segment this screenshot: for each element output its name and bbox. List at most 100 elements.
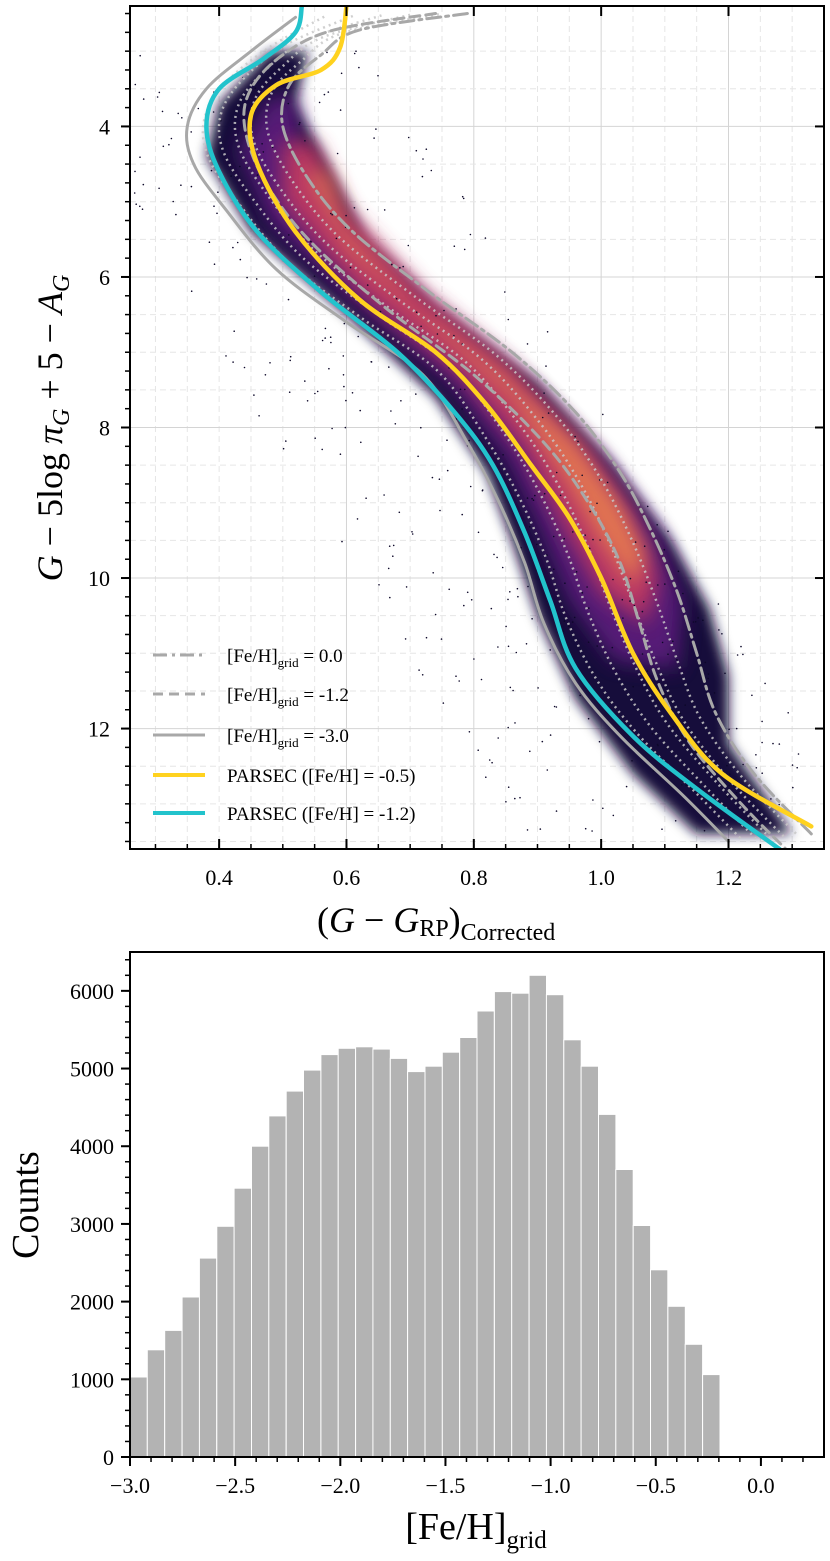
hist-bar bbox=[389, 1057, 409, 1457]
hist-bar bbox=[545, 994, 565, 1457]
scatter-point bbox=[373, 137, 375, 139]
scatter-point bbox=[190, 290, 193, 293]
scatter-point bbox=[724, 672, 726, 675]
scatter-point bbox=[634, 541, 637, 543]
scatter-point bbox=[463, 604, 465, 607]
scatter-point bbox=[536, 543, 538, 546]
legend-label-main: [Fe/H] bbox=[227, 685, 278, 706]
cmd-xlabel: (G − GRP)Corrected bbox=[317, 900, 555, 946]
scatter-point bbox=[742, 763, 744, 766]
scatter-point bbox=[664, 583, 666, 585]
scatter-point bbox=[707, 677, 709, 680]
scatter-point bbox=[656, 524, 658, 526]
scatter-point bbox=[547, 412, 550, 414]
scatter-point bbox=[559, 494, 562, 497]
scatter-point bbox=[599, 539, 601, 541]
cmd-ticks: 0.4 0.6 0.8 1.0 1.2 4 6 8 10 12 bbox=[88, 6, 824, 890]
scatter-point bbox=[339, 109, 342, 111]
scatter-point bbox=[581, 474, 583, 477]
scatter-point bbox=[420, 325, 422, 328]
legend-label-sub: grid bbox=[278, 694, 299, 709]
scatter-point bbox=[629, 577, 632, 580]
legend-entry-parsec-m1p2: PARSEC ([Fe/H] = -1.2) bbox=[153, 804, 415, 825]
scatter-point bbox=[531, 618, 533, 620]
scatter-point bbox=[399, 267, 401, 269]
scatter-point bbox=[591, 830, 593, 832]
y-tick-label: 8 bbox=[99, 416, 110, 441]
scatter-point bbox=[549, 649, 551, 651]
scatter-point bbox=[473, 658, 475, 660]
scatter-point bbox=[313, 275, 316, 278]
scatter-point bbox=[466, 591, 469, 594]
scatter-point bbox=[340, 72, 343, 75]
scatter-point bbox=[370, 361, 373, 363]
scatter-point bbox=[584, 827, 587, 830]
scatter-point bbox=[112, 118, 114, 120]
scatter-point bbox=[629, 600, 631, 602]
scatter-point bbox=[761, 720, 763, 723]
cmd-series-lines bbox=[185, 6, 814, 849]
scatter-point bbox=[389, 596, 391, 599]
scatter-point bbox=[407, 136, 410, 139]
scatter-point bbox=[430, 169, 433, 172]
scatter-point bbox=[415, 393, 417, 395]
hist-bar bbox=[459, 1037, 478, 1457]
scatter-point bbox=[287, 298, 290, 301]
scatter-point bbox=[515, 651, 518, 654]
scatter-point bbox=[761, 772, 763, 774]
scatter-point bbox=[345, 214, 347, 217]
scatter-point bbox=[641, 610, 644, 613]
y-tick-label: 6 bbox=[99, 265, 110, 290]
scatter-point bbox=[507, 786, 510, 788]
scatter-point bbox=[232, 246, 234, 249]
scatter-point bbox=[255, 278, 258, 280]
scatter-point bbox=[504, 291, 506, 293]
scatter-point bbox=[577, 440, 579, 443]
scatter-point bbox=[448, 588, 451, 591]
hist-bar bbox=[493, 991, 513, 1457]
scatter-point bbox=[446, 469, 449, 472]
scatter-point bbox=[770, 798, 772, 800]
scatter-point bbox=[497, 737, 500, 739]
scatter-point bbox=[139, 205, 141, 208]
scatter-point bbox=[707, 673, 710, 675]
scatter-point bbox=[358, 66, 360, 69]
hist-bar bbox=[320, 1054, 339, 1457]
scatter-point bbox=[395, 297, 398, 300]
scatter-point bbox=[470, 599, 473, 601]
scatter-point bbox=[190, 185, 193, 188]
scatter-point bbox=[288, 391, 291, 394]
scatter-point bbox=[321, 448, 324, 451]
scatter-point bbox=[126, 172, 128, 174]
scatter-point bbox=[109, 76, 111, 78]
scatter-point bbox=[316, 390, 319, 393]
scatter-point bbox=[455, 308, 457, 310]
scatter-point bbox=[464, 388, 466, 391]
scatter-point bbox=[713, 692, 716, 694]
scatter-point bbox=[232, 361, 234, 363]
scatter-point bbox=[359, 409, 362, 412]
x-tick-label: 0.4 bbox=[205, 865, 233, 890]
scatter-point bbox=[170, 137, 173, 140]
scatter-point bbox=[241, 96, 244, 98]
scatter-point bbox=[213, 263, 216, 266]
scatter-point bbox=[455, 675, 457, 677]
grid-isochrone-dotted bbox=[233, 14, 771, 839]
scatter-point bbox=[70, 110, 72, 112]
scatter-point bbox=[764, 682, 766, 685]
cmd-legend: [Fe/H]grid = 0.0 [Fe/H]grid = -1.2 [Fe/H… bbox=[153, 646, 415, 825]
hist-bar bbox=[146, 1349, 166, 1457]
scatter-point bbox=[306, 400, 309, 402]
grid-isochrone-dotted bbox=[249, 13, 785, 838]
scatter-point bbox=[331, 213, 334, 216]
scatter-point bbox=[341, 540, 343, 543]
scatter-point bbox=[579, 694, 581, 697]
scatter-point bbox=[586, 586, 588, 588]
scatter-point bbox=[177, 112, 179, 115]
scatter-point bbox=[139, 54, 141, 57]
legend-label-tail: = -1.2 bbox=[299, 685, 349, 706]
scatter-point bbox=[704, 661, 707, 664]
scatter-point bbox=[98, 79, 100, 81]
scatter-point bbox=[612, 578, 614, 581]
